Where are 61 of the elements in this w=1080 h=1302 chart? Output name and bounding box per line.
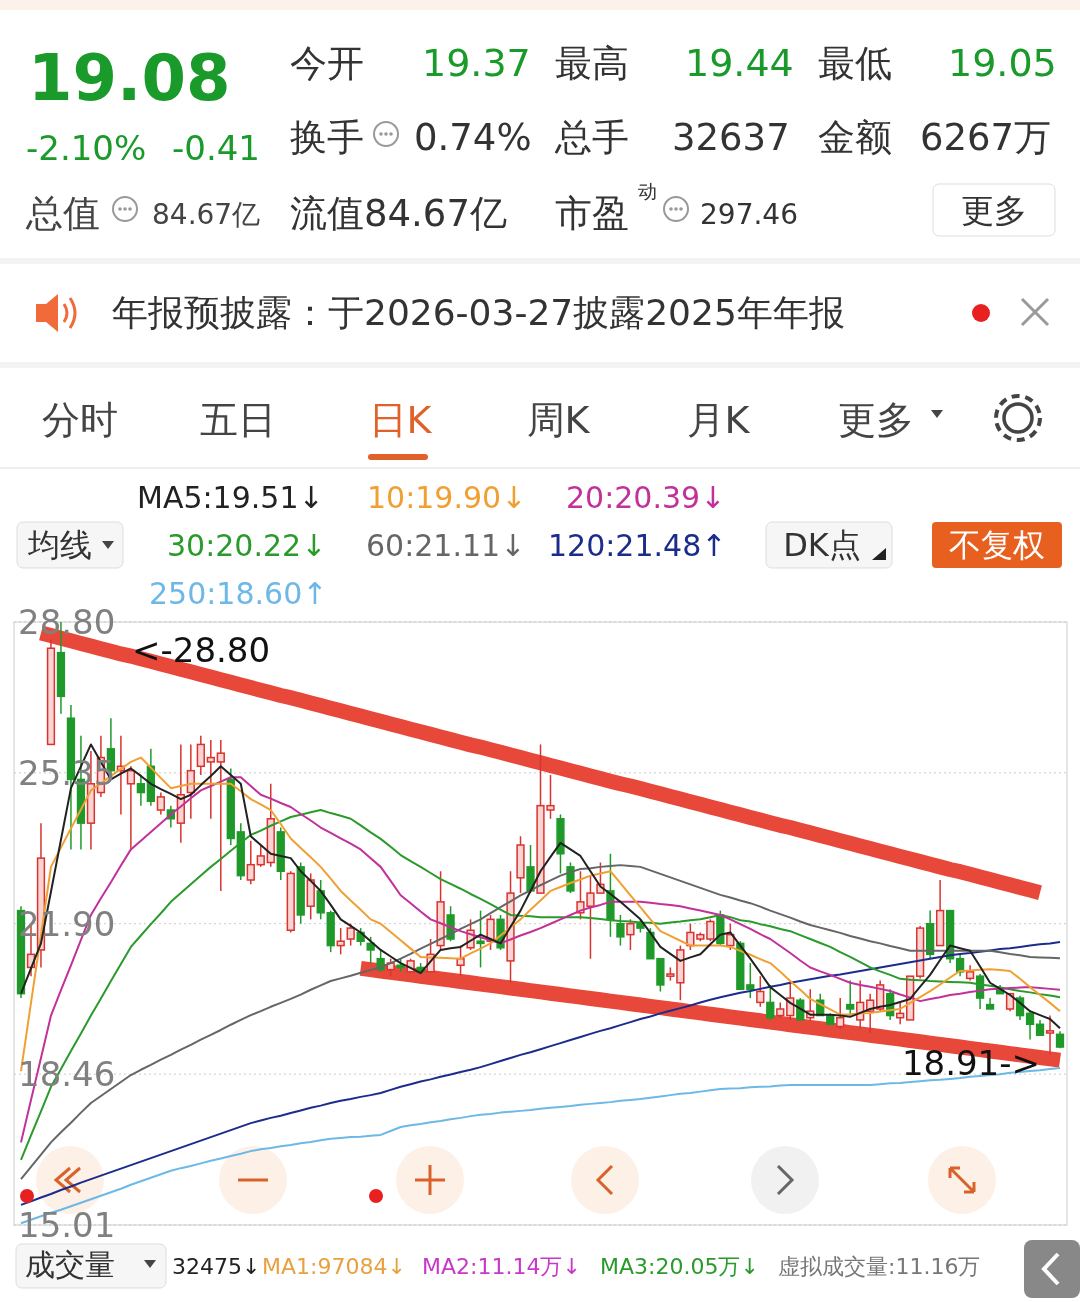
annotation: <-28.80 (132, 630, 271, 670)
line-series (19, 864, 1062, 1181)
text: 周K (526, 398, 591, 442)
text: 动 (638, 180, 657, 202)
text: 0.74% (414, 116, 532, 159)
text: 年报预披露：于2026-03-27披露2025年年报 (112, 292, 845, 333)
candlestick (256, 844, 265, 868)
text: 月K (686, 398, 751, 442)
text: 日K (368, 398, 433, 442)
text: 19.05 (948, 41, 1057, 85)
text: MA2:11.14万↓ (422, 1254, 581, 1279)
text: 297.46 (700, 198, 798, 231)
candlestick (476, 909, 485, 969)
text: 250:18.60↑ (149, 576, 328, 611)
candlestick (196, 734, 205, 776)
text: 最高 (555, 42, 629, 85)
text: MA1:97084↓ (262, 1254, 406, 1279)
text: MA5:19.51↓ (137, 480, 324, 515)
candlestick (236, 822, 245, 881)
text: 32475↓ (172, 1254, 261, 1279)
text: 虚拟成交量:11.16万 (778, 1254, 981, 1279)
text: 30:20.22↓ (167, 528, 327, 563)
text: 更多 (838, 398, 914, 442)
text: DK点 (783, 526, 861, 564)
candlestick (836, 997, 845, 1030)
line-series (19, 743, 1062, 1030)
text: 成交量 (25, 1247, 115, 1282)
text: 19.44 (685, 41, 794, 85)
text: -0.41 (172, 128, 260, 168)
text: 分时 (42, 398, 118, 442)
text: 84.67亿 (152, 198, 261, 231)
y-tick-label: 15.01 (18, 1205, 116, 1245)
candlestick (216, 739, 225, 892)
text: 120:21.48↑ (548, 528, 727, 563)
candlestick (1045, 1014, 1055, 1056)
text: 19.37 (422, 41, 531, 85)
text: -2.10% (26, 128, 147, 168)
text: 更多 (961, 191, 1027, 230)
text: 6267万 (920, 116, 1052, 159)
text: 最低 (818, 42, 892, 85)
text: 32637 (672, 116, 790, 159)
text: 换手 (290, 116, 364, 159)
annotation: 18.91-> (901, 1043, 1040, 1083)
text: 20:20.39↓ (566, 480, 726, 515)
text: 总值 (25, 192, 100, 235)
text: 10:19.90↓ (367, 480, 527, 515)
text: 今开 (290, 42, 364, 85)
text: MA3:20.05万↓ (600, 1254, 759, 1279)
text: 五日 (200, 398, 276, 442)
y-tick-label: 28.80 (18, 602, 116, 642)
text: 60:21.11↓ (366, 528, 526, 563)
text: 不复权 (949, 526, 1045, 564)
candlestick (206, 739, 215, 820)
chart-title: 19.08 (28, 41, 231, 115)
text: 均线 (27, 526, 92, 564)
text: 金额 (818, 116, 892, 159)
line-series (19, 941, 1062, 1206)
text: 流值84.67亿 (290, 192, 507, 235)
text: 市盈 (555, 192, 629, 235)
candlestick (965, 964, 975, 982)
text: 总手 (554, 116, 629, 159)
